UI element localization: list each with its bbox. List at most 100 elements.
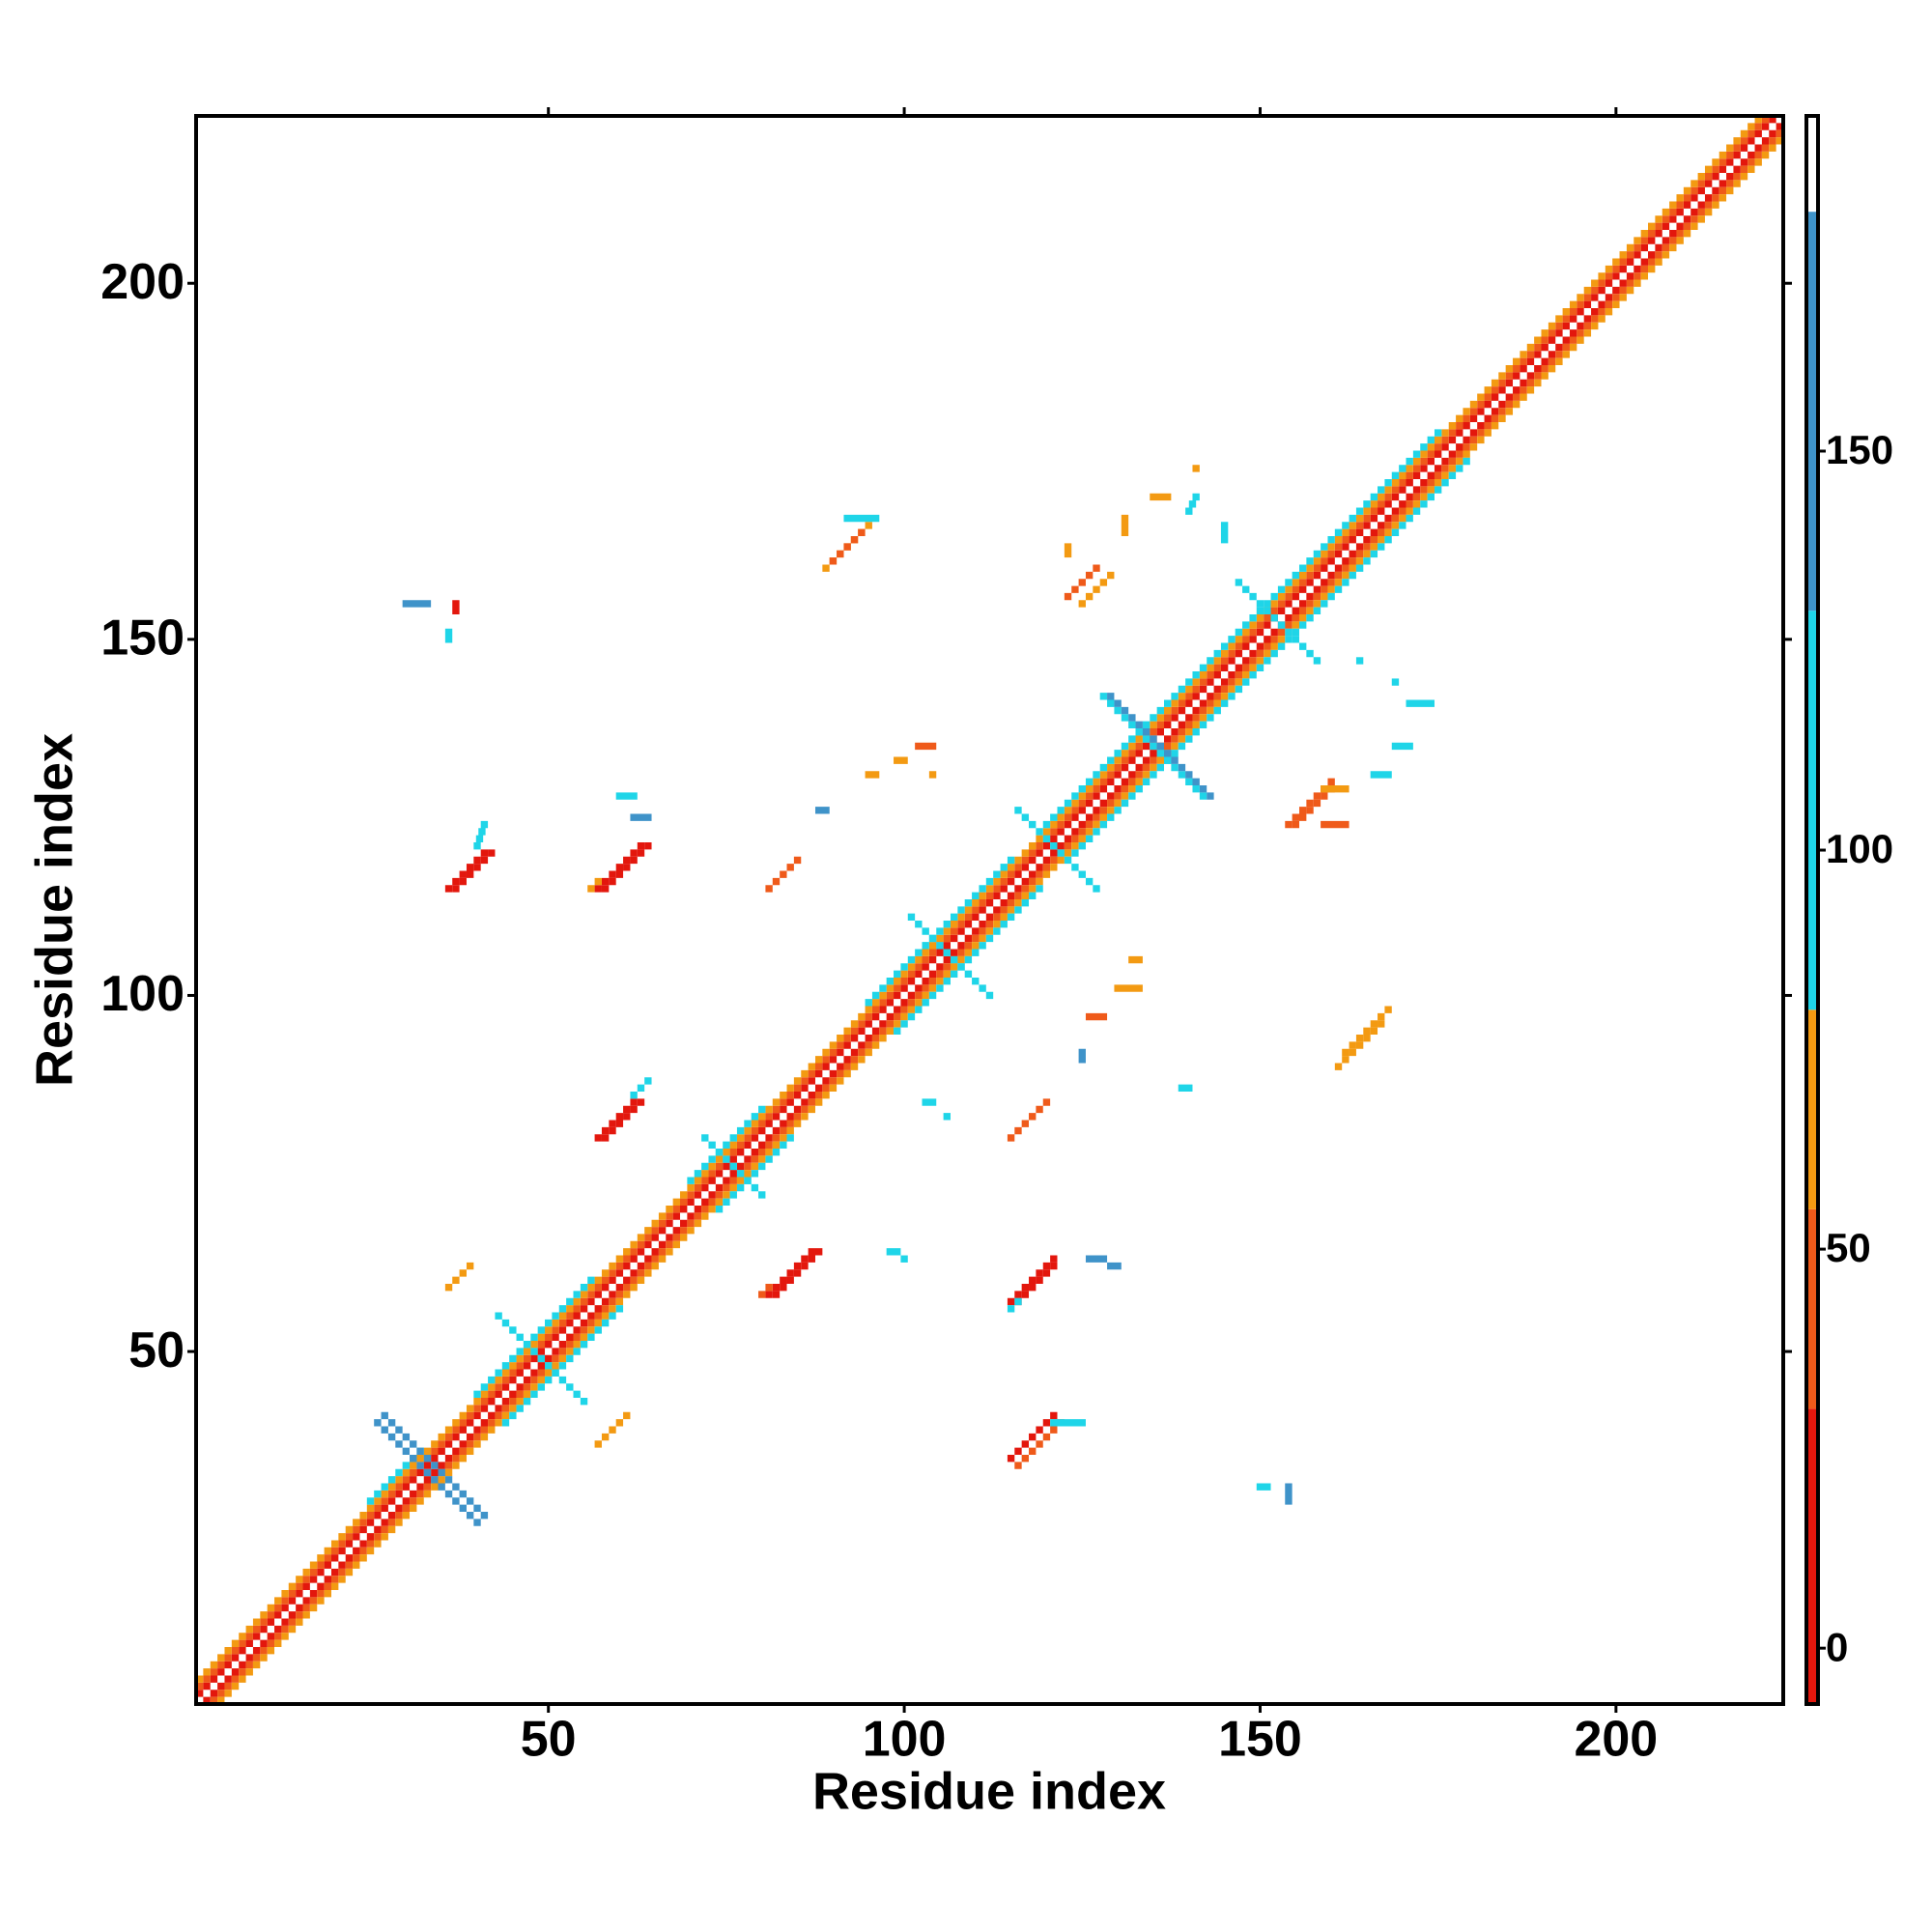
contact-strip	[1078, 1048, 1086, 1064]
contact-strip	[1007, 1411, 1058, 1463]
x-tick-label: 50	[521, 1712, 577, 1768]
contact-strip	[907, 913, 994, 1000]
contact-strip	[374, 1419, 481, 1526]
contact-strip	[886, 1248, 901, 1256]
colorbar-tick-label: 0	[1826, 1624, 1848, 1669]
x-axis-title: Residue index	[812, 1762, 1166, 1820]
contact-strip	[402, 600, 432, 608]
contact-strip	[1007, 1255, 1058, 1306]
colorbar-segment	[1806, 116, 1818, 213]
contact-strip	[444, 849, 489, 893]
contact-strip	[900, 1255, 908, 1263]
contact-strip	[594, 1411, 631, 1448]
contact-strip	[1099, 693, 1208, 800]
contact-strip	[843, 514, 880, 523]
contact-strip	[366, 1447, 424, 1505]
contact-strip	[1014, 807, 1100, 893]
contact-strip	[1391, 678, 1400, 686]
contact-strip	[1085, 1012, 1108, 1021]
contact-strip	[894, 756, 908, 764]
contact-strip	[1064, 564, 1100, 601]
contact-strip	[1064, 543, 1072, 558]
contact-strip	[452, 600, 460, 615]
y-tick-label: 100	[100, 966, 185, 1022]
contact-strip	[1342, 1006, 1392, 1057]
contact-strip	[1321, 784, 1350, 793]
contact-strip	[1370, 771, 1392, 779]
colorbar-frame	[1804, 114, 1820, 1706]
contact-strip	[381, 1411, 489, 1520]
contact-strip	[1355, 657, 1364, 665]
x-tick-label: 150	[1218, 1712, 1302, 1768]
contact-strip	[444, 1262, 474, 1292]
contact-strip	[444, 628, 453, 643]
y-tick-label: 150	[100, 611, 185, 667]
contact-strip	[1071, 457, 1470, 857]
y-axis-title: Residue index	[25, 733, 83, 1087]
colorbar-tick-label: 100	[1826, 826, 1893, 871]
contact-strip	[495, 1312, 588, 1406]
contact-strip	[1042, 429, 1442, 829]
contact-strip	[765, 1248, 815, 1298]
contact-strip	[1085, 1255, 1108, 1263]
contact-strip	[1050, 1419, 1086, 1427]
contact-strip	[1235, 579, 1321, 665]
contact-strip	[1321, 820, 1350, 829]
plot-frame	[194, 114, 1785, 1706]
colorbar-segment	[1806, 1408, 1818, 1704]
colorbar-segment	[1806, 1009, 1818, 1209]
contact-strip	[1150, 493, 1172, 501]
colorbar-tick-label: 150	[1826, 427, 1893, 472]
contact-strip	[601, 1098, 645, 1142]
contact-strip	[1406, 699, 1435, 707]
contact-strip	[943, 1113, 951, 1121]
contact-strip	[894, 885, 1043, 1036]
contact-strip	[1128, 955, 1143, 964]
x-tick-label: 200	[1574, 1712, 1658, 1768]
colorbar-tick-label: 50	[1826, 1225, 1871, 1270]
contact-strip	[615, 792, 638, 800]
contact-strip	[1014, 1262, 1058, 1306]
contact-strip	[473, 1276, 595, 1398]
contact-strip	[1292, 784, 1335, 829]
contact-strip	[865, 771, 880, 779]
colorbar-segment	[1806, 1208, 1818, 1409]
contact-strip	[1285, 1483, 1293, 1505]
contact-strip	[452, 849, 496, 893]
contact-strip	[1391, 742, 1413, 751]
contact-strip	[1107, 693, 1214, 800]
contact-strip	[601, 841, 652, 893]
contact-strip	[1220, 522, 1229, 544]
contact-strip	[701, 1134, 766, 1199]
colorbar-segment	[1806, 212, 1818, 611]
contact-strip	[1121, 514, 1129, 536]
contact-strip	[210, 129, 1783, 1705]
contact-strip	[501, 1305, 624, 1427]
contact-strip	[1014, 1419, 1065, 1469]
contact-strip	[687, 1105, 766, 1184]
contact-strip	[630, 813, 652, 821]
contact-strip	[829, 528, 866, 565]
contact-strip	[772, 1248, 823, 1298]
y-tick-label: 50	[128, 1322, 185, 1378]
contact-strip	[587, 877, 602, 893]
contact-strip	[1256, 1483, 1271, 1491]
contact-strip	[1334, 1020, 1385, 1070]
x-tick-label: 100	[863, 1712, 947, 1768]
contact-strip	[1192, 465, 1200, 472]
contact-strip	[594, 841, 645, 893]
contact-strip	[715, 1134, 794, 1213]
contact-strip	[1185, 493, 1200, 515]
colorbar-segment	[1806, 611, 1818, 1010]
contact-strip	[814, 807, 830, 814]
contact-strip	[630, 1077, 652, 1099]
contact-strip	[1007, 1098, 1051, 1142]
contact-strip	[1107, 1262, 1122, 1270]
contact-strip	[473, 820, 489, 850]
contact-strip	[758, 1284, 773, 1298]
contact-strip	[1114, 984, 1143, 992]
contact-strip	[865, 856, 1015, 1007]
contact-strip	[765, 856, 802, 893]
